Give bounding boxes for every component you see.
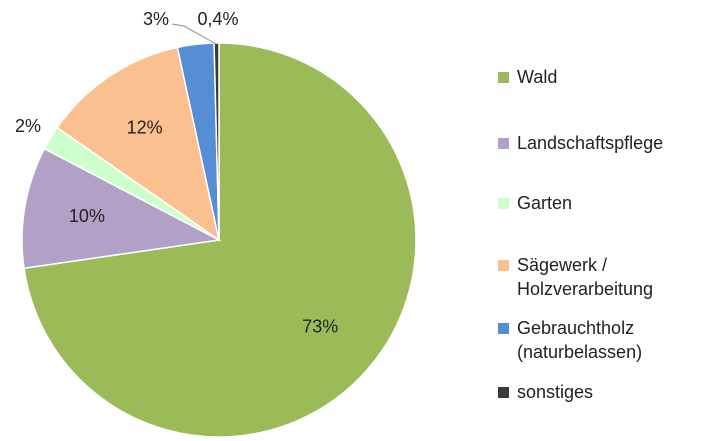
legend-item: Sägewerk / Holzverarbeitung — [498, 253, 698, 301]
legend-item: Garten — [498, 191, 698, 215]
legend-item: sonstiges — [498, 380, 698, 404]
legend-label: Wald — [517, 67, 558, 87]
legend-item: Gebrauchtholz (naturbelassen) — [498, 316, 698, 364]
legend-swatch — [498, 387, 509, 398]
data-label: 0,4% — [197, 9, 238, 29]
legend-swatch — [498, 138, 509, 149]
leader-line — [171, 23, 217, 45]
legend-swatch — [498, 323, 509, 334]
legend-label: Garten — [517, 193, 573, 213]
data-label: 3% — [143, 9, 169, 29]
data-label: 12% — [127, 117, 163, 137]
data-label: 2% — [15, 116, 41, 136]
pie-slice — [56, 46, 221, 242]
legend-label: sonstiges — [517, 382, 594, 402]
pie-area: 73% 10% 2% 12% 3% 0,4% — [15, 9, 417, 438]
legend-swatch — [498, 72, 509, 83]
legend-label: Sägewerk / Holzverarbeitung — [517, 255, 654, 299]
data-label: 10% — [69, 206, 105, 226]
legend-item: Wald — [498, 65, 698, 89]
legend-swatch — [498, 198, 509, 209]
legend-label: Landschaftspflege — [517, 133, 664, 153]
legend-label: Gebrauchtholz (naturbelassen) — [517, 318, 643, 362]
data-label: 73% — [302, 316, 338, 336]
pie-slice — [21, 147, 222, 270]
legend-swatch — [498, 260, 509, 271]
legend-item: Landschaftspflege — [498, 131, 698, 155]
